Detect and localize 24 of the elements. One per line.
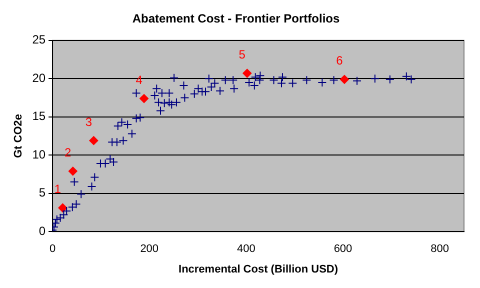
- y-tick-label: 0: [38, 224, 46, 238]
- x-tick-label: 800: [430, 243, 449, 256]
- y-tick-label: 15: [32, 109, 46, 124]
- chart-title: Abatement Cost - Frontier Portfolios: [132, 12, 340, 26]
- y-axis-title: Gt CO2e: [12, 114, 25, 158]
- x-tick-label: 0: [49, 243, 56, 256]
- x-tick-label: 400: [236, 243, 256, 256]
- y-tick-label: 25: [32, 32, 46, 47]
- y-tick-label: 20: [32, 70, 46, 85]
- annotation: 3: [85, 114, 92, 129]
- y-tick-label: 5: [38, 186, 46, 200]
- point: [89, 136, 98, 146]
- annotation: 5: [238, 48, 246, 62]
- point: [68, 166, 78, 176]
- point: [242, 68, 252, 78]
- y-tick-label: 10: [32, 147, 46, 162]
- x-axis-title: Incremental Cost (Billion USD): [178, 263, 338, 276]
- annotation: 6: [336, 54, 344, 68]
- x-tick-label: 200: [140, 243, 159, 256]
- annotation: 1: [54, 182, 62, 196]
- x-tick-label: 600: [334, 243, 352, 256]
- point: [140, 94, 149, 104]
- point: [340, 74, 349, 84]
- point: [58, 203, 68, 212]
